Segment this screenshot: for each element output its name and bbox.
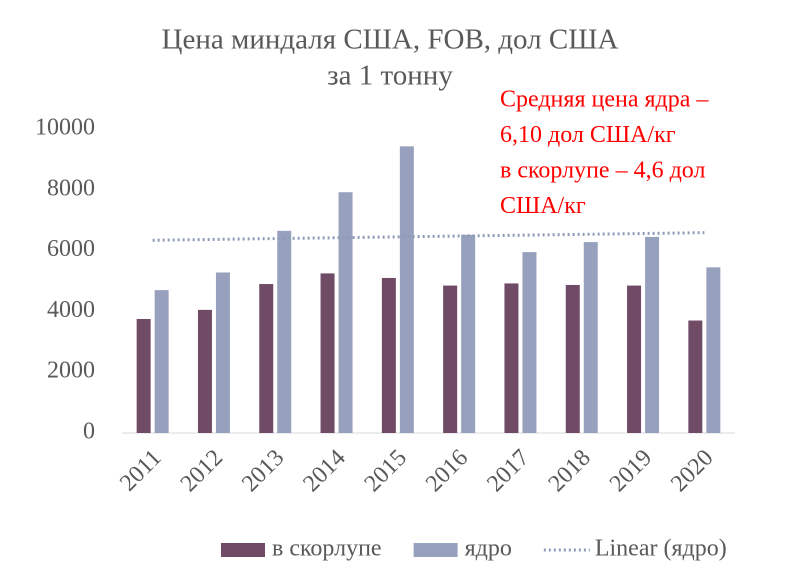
bar [277,230,292,433]
y-tick-label: 4000 [47,297,95,323]
bar [215,272,230,433]
legend-label: ядро [465,536,512,562]
bar [399,146,414,433]
annotation: в скорлупе – 4,6 дол [500,158,705,184]
annotation: Средняя цена ядра – [500,87,709,113]
x-tick-label: 2012 [176,445,228,497]
annotation: 6,10 дол США/кг [500,122,676,148]
trend-line [152,231,705,242]
bar [565,284,580,433]
legend-swatch [221,543,265,557]
bar [197,309,212,433]
legend-label: Linear (ядро) [595,536,727,562]
bar [706,267,721,433]
chart-title: Цена миндаля США, FOB, дол США [162,24,619,56]
y-tick-label: 10000 [35,115,95,141]
bar [443,285,458,433]
bar [461,234,476,433]
bar [259,284,274,433]
y-tick-label: 0 [83,419,95,445]
y-tick-label: 6000 [47,236,95,262]
x-tick-label: 2017 [482,445,534,497]
bar [381,277,396,433]
x-tick-label: 2019 [605,445,657,497]
x-tick-label: 2018 [544,445,596,497]
bar [504,283,519,433]
y-tick-label: 8000 [47,175,95,201]
legend-label: в скорлупе [272,536,382,562]
bar [320,273,335,433]
bar [154,290,169,433]
y-tick-label: 2000 [47,358,95,384]
x-tick-label: 2013 [237,445,289,497]
bar [522,252,537,433]
x-tick-label: 2020 [666,445,718,497]
annotation: США/кг [500,193,586,219]
legend-swatch [413,543,458,557]
chart-title: за 1 тонну [327,60,453,92]
x-tick-label: 2011 [115,445,167,497]
bar [688,320,703,433]
x-tick-label: 2016 [421,445,473,497]
x-tick-label: 2015 [360,445,412,497]
bar [627,285,642,433]
bar [645,236,660,433]
bar [338,192,353,433]
bar [136,319,151,433]
x-tick-label: 2014 [298,445,350,497]
bar [583,242,598,433]
